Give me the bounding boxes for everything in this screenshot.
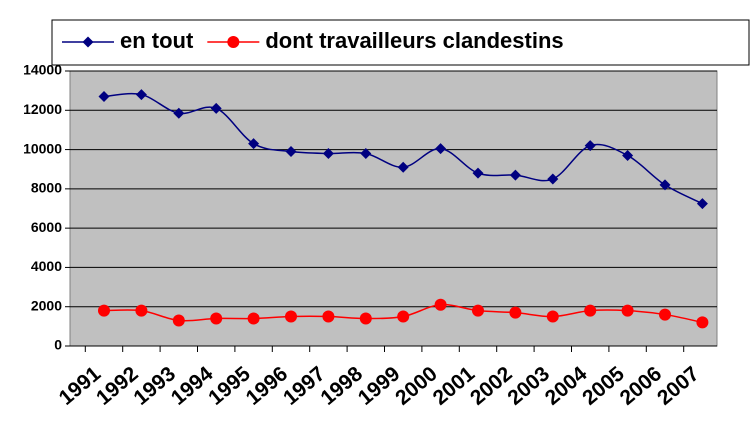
x-tick-label: 2001 <box>429 362 480 410</box>
marker <box>509 169 521 181</box>
marker <box>659 179 671 191</box>
marker <box>172 314 185 327</box>
marker <box>397 161 409 173</box>
marker <box>696 198 708 210</box>
y-tick-label: 14000 <box>23 62 62 78</box>
y-tick-label: 0 <box>54 337 62 353</box>
marker <box>98 91 110 103</box>
marker <box>435 143 447 155</box>
marker <box>359 312 372 325</box>
marker <box>173 107 185 119</box>
marker <box>472 167 484 179</box>
marker <box>98 304 110 317</box>
marker <box>210 102 222 114</box>
marker <box>135 89 147 101</box>
marker <box>82 36 94 48</box>
x-tick-label: 1997 <box>279 362 330 410</box>
marker <box>360 148 372 159</box>
x-tick-label: 2003 <box>503 362 554 410</box>
x-tick-label: 1995 <box>204 362 255 410</box>
marker <box>696 316 709 329</box>
marker <box>210 312 223 325</box>
x-tick-label: 1999 <box>354 362 405 410</box>
marker <box>584 304 597 317</box>
marker <box>227 36 240 48</box>
y-tick-label: 8000 <box>31 180 62 196</box>
marker <box>434 298 447 311</box>
marker <box>397 310 410 323</box>
x-tick-label: 2002 <box>466 362 517 410</box>
marker <box>285 310 297 323</box>
x-tick-label: 1994 <box>167 362 218 410</box>
legend-label: en tout <box>120 28 194 53</box>
marker <box>322 310 335 323</box>
marker <box>546 310 559 323</box>
y-tick-label: 12000 <box>23 101 62 117</box>
marker <box>659 308 671 321</box>
x-tick-label: 2004 <box>541 362 592 410</box>
marker <box>135 304 148 317</box>
marker <box>547 173 559 185</box>
y-tick-label: 2000 <box>31 297 62 313</box>
x-tick-label: 1992 <box>92 362 143 410</box>
x-tick-label: 1993 <box>129 362 180 410</box>
marker <box>584 140 596 152</box>
x-tick-label: 2006 <box>616 362 667 410</box>
marker <box>622 149 634 161</box>
x-tick-label: 2000 <box>391 362 442 410</box>
y-tick-label: 10000 <box>23 140 62 156</box>
y-tick-label: 4000 <box>31 258 62 274</box>
marker <box>322 148 334 159</box>
marker <box>248 138 260 150</box>
x-tick-label: 2005 <box>578 362 629 410</box>
marker <box>285 146 297 158</box>
marker <box>509 306 522 319</box>
x-tick-label: 2007 <box>653 362 704 410</box>
x-tick-label: 1991 <box>55 362 106 410</box>
marker <box>472 304 484 317</box>
legend <box>51 19 750 66</box>
x-tick-label: 1996 <box>242 362 293 410</box>
marker <box>621 304 634 317</box>
legend-label: dont travailleurs clandestins <box>265 28 563 53</box>
y-tick-label: 6000 <box>31 219 62 235</box>
marker <box>247 312 260 325</box>
plot-area <box>69 70 718 347</box>
x-tick-label: 1998 <box>316 362 367 410</box>
